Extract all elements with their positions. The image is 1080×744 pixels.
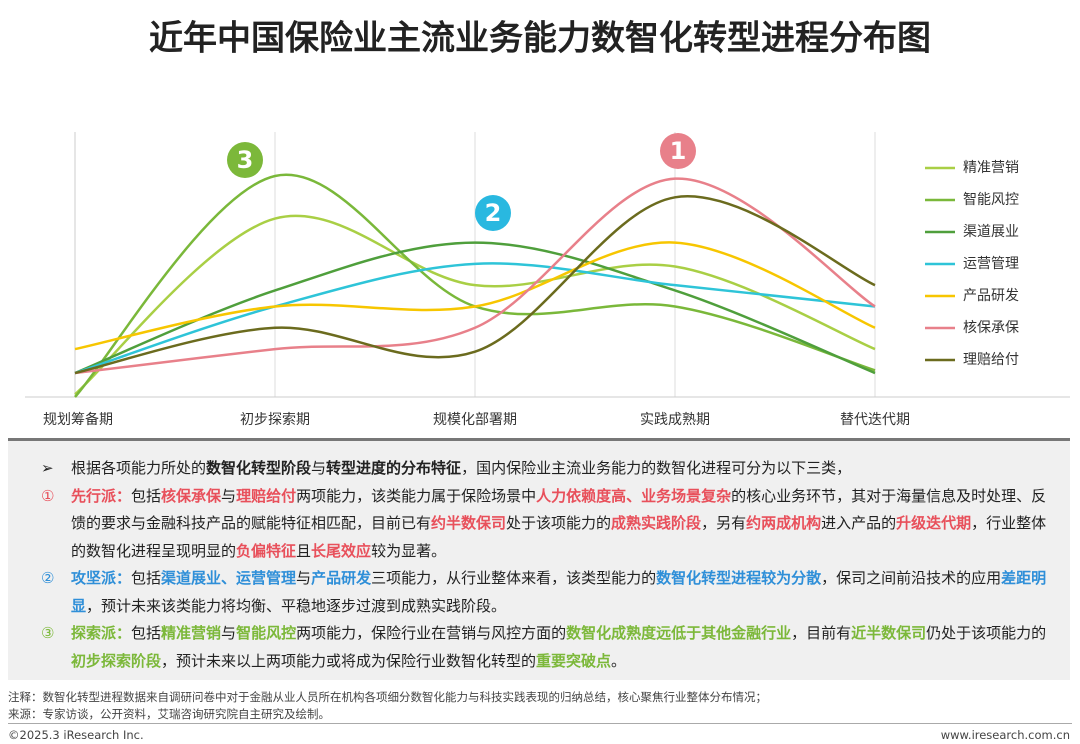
- annotation-badge: [475, 195, 511, 231]
- highlight: 智能风控: [236, 624, 297, 642]
- annotation-text: 2: [485, 199, 502, 227]
- text: ，行业整体的数智化进程呈现明显的: [71, 514, 1047, 560]
- highlight: 初步探索阶段: [71, 651, 162, 670]
- legend-label: 渠道展业: [963, 224, 1019, 240]
- paragraph: ② 攻坚派：包括渠道展业、运营管理与产品研发三项能力，从行业整体来看，该类型能力的…: [24, 565, 1056, 620]
- highlight: 负偏特征: [236, 541, 297, 560]
- legend-label: 精准营销: [963, 160, 1019, 176]
- highlight: 攻坚派：: [71, 569, 132, 587]
- legend-label: 理赔给付: [963, 352, 1019, 368]
- highlight: 约半数保司: [431, 514, 507, 532]
- highlight: 升级迭代期: [896, 514, 972, 532]
- series-line: [74, 214, 876, 396]
- series-line: [74, 262, 876, 375]
- legend-label: 产品研发: [963, 288, 1019, 304]
- marker: ①: [41, 486, 55, 505]
- highlight: 核保承保: [161, 486, 222, 505]
- legend-label: 智能风控: [963, 192, 1019, 208]
- text: 与: [296, 569, 312, 587]
- text: 仍处于该项能力的: [926, 624, 1047, 642]
- x-tick-label: 替代迭代期: [840, 412, 910, 428]
- legend-label: 运营管理: [963, 256, 1019, 272]
- source: 来源：专家访谈，公开资料，艾瑞咨询研究院自主研究及绘制。: [8, 707, 330, 721]
- text: ，另有: [701, 514, 747, 532]
- series-line: [74, 195, 876, 375]
- marker: ➢: [41, 459, 54, 477]
- highlight: 转型进度的分布特征: [326, 459, 462, 477]
- highlight: 精准营销: [161, 624, 222, 642]
- text: ，目前有: [791, 624, 852, 642]
- text: 两项能力，该类能力属于保险场景中: [296, 486, 537, 505]
- chart: 近年中国保险业主流业务能力数智化转型进程分布图 规划筹备期 初步探索期 规模化部署期…: [25, 19, 1070, 428]
- highlight: 人力依赖度高、业务场景复杂: [536, 486, 732, 505]
- legend-label: 核保承保: [963, 320, 1019, 336]
- text: ，国内保险业主流业务能力的数智化进程可分为以下三类，: [461, 459, 852, 477]
- highlight: 数智化转型阶段: [206, 459, 312, 477]
- paragraph: ① 先行派：包括核保承保与理赔给付两项能力，该类能力属于保险场景中人力依赖度高、业…: [24, 483, 1056, 566]
- notes: ➢ 根据各项能力所处的数智化转型阶段与转型进度的分布特征，国内保险业主流业务能力的…: [8, 438, 1070, 680]
- copyright: ©2025.3 iResearch Inc.: [8, 728, 144, 742]
- divider: [8, 723, 1072, 724]
- series-line: [74, 177, 876, 375]
- x-tick-label: 初步探索期: [240, 411, 310, 428]
- text: ，保司之间前沿技术的应用: [821, 569, 1002, 587]
- series-line: [74, 241, 876, 375]
- highlight: 数智化转型进程较为分散: [656, 569, 822, 587]
- x-tick-label: 实践成熟期: [640, 412, 710, 428]
- text: 进入产品的: [821, 514, 897, 532]
- annotation-text: 3: [237, 146, 254, 174]
- highlight: 产品研发: [311, 569, 372, 587]
- text: 且: [296, 541, 312, 560]
- text: 三项能力，从行业整体来看，该类型能力的: [371, 569, 657, 587]
- highlight: 重要突破点: [536, 651, 612, 670]
- text: 与: [221, 624, 237, 642]
- note: 注释：数智化转型进程数据来自调研问卷中对于金融从业人员所在机构各项细分数智化能力…: [8, 690, 767, 704]
- paragraph: ➢ 根据各项能力所处的数智化转型阶段与转型进度的分布特征，国内保险业主流业务能力的…: [24, 455, 1056, 483]
- highlight: 约两成机构: [746, 514, 822, 532]
- text: 根据各项能力所处的: [71, 459, 207, 477]
- text: 包括: [131, 486, 162, 505]
- text: 与: [311, 459, 327, 477]
- text: ，预计未来以上两项能力或将成为保险行业数智化转型的: [161, 651, 537, 670]
- text: 与: [221, 486, 237, 505]
- url: www.iresearch.com.cn: [940, 728, 1070, 742]
- text: 两项能力，保险行业在营销与风控方面的: [296, 624, 567, 642]
- text: 。: [611, 651, 627, 670]
- marker: ③: [41, 624, 55, 642]
- text: 包括: [131, 624, 162, 642]
- highlight: 数智化成熟度远低于其他金融行业: [566, 624, 792, 642]
- annotation-text: 1: [670, 137, 687, 165]
- annotation-badge: [660, 133, 696, 169]
- x-tick-label: 规划筹备期: [43, 411, 113, 428]
- paragraph: ③ 探索派：包括精准营销与智能风控两项能力，保险行业在营销与风控方面的数智化成熟度…: [24, 620, 1056, 675]
- series-line: [74, 173, 876, 398]
- x-tick-label: 规模化部署期: [433, 412, 517, 428]
- text: ，预计未来该类能力将均衡、平稳地逐步过渡到成熟实践阶段。: [86, 596, 507, 615]
- highlight: 渠道展业、运营管理: [161, 569, 297, 587]
- highlight: 差距明显: [71, 569, 1047, 615]
- highlight: 理赔给付: [236, 486, 297, 505]
- text: 的核心业务环节，其对于海量信息及时处理、反馈的要求与金融科技产品的赋能特征相匹配…: [71, 486, 1047, 533]
- annotation-badge: [227, 142, 263, 178]
- highlight: 探索派：: [71, 624, 132, 642]
- chart-title: 近年中国保险业主流业务能力数智化转型进程分布图: [149, 19, 931, 59]
- text: 处于该项能力的: [506, 514, 612, 532]
- series-line: [74, 241, 876, 351]
- highlight: 近半数保司: [851, 624, 927, 642]
- text: 较为显著。: [371, 541, 447, 560]
- highlight: 长尾效应: [311, 541, 372, 560]
- highlight: 先行派：: [71, 486, 132, 505]
- highlight: 成熟实践阶段: [611, 514, 702, 532]
- marker: ②: [41, 569, 55, 587]
- text: 包括: [131, 569, 162, 587]
